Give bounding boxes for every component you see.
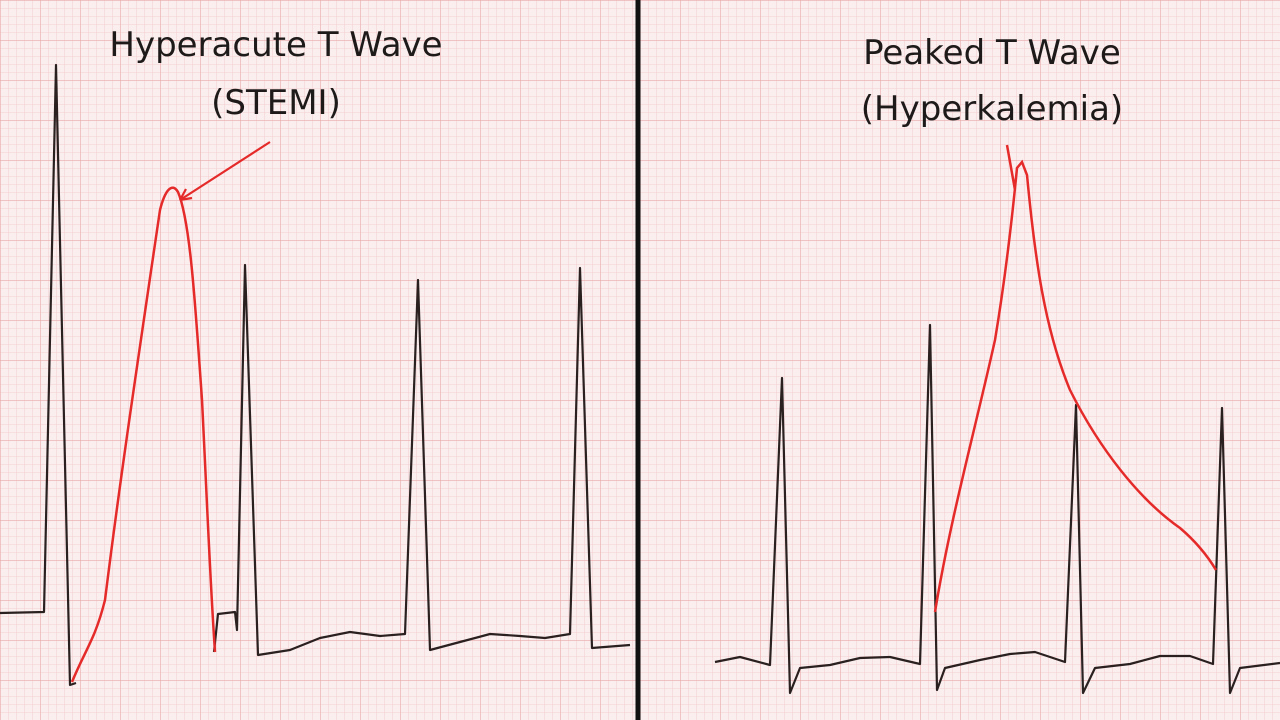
panel-title: Hyperacute T Wave (109, 25, 442, 65)
panel-title: Peaked T Wave (863, 33, 1121, 73)
annotation-arrow (179, 141, 271, 202)
hyperacute-t-wave (70, 186, 217, 683)
peaked-t-wave (933, 144, 1218, 613)
panel-subtitle: (STEMI) (211, 83, 341, 123)
panel-subtitle: (Hyperkalemia) (861, 89, 1123, 129)
ecg-trace (0, 63, 631, 687)
ecg-trace (714, 323, 1280, 695)
